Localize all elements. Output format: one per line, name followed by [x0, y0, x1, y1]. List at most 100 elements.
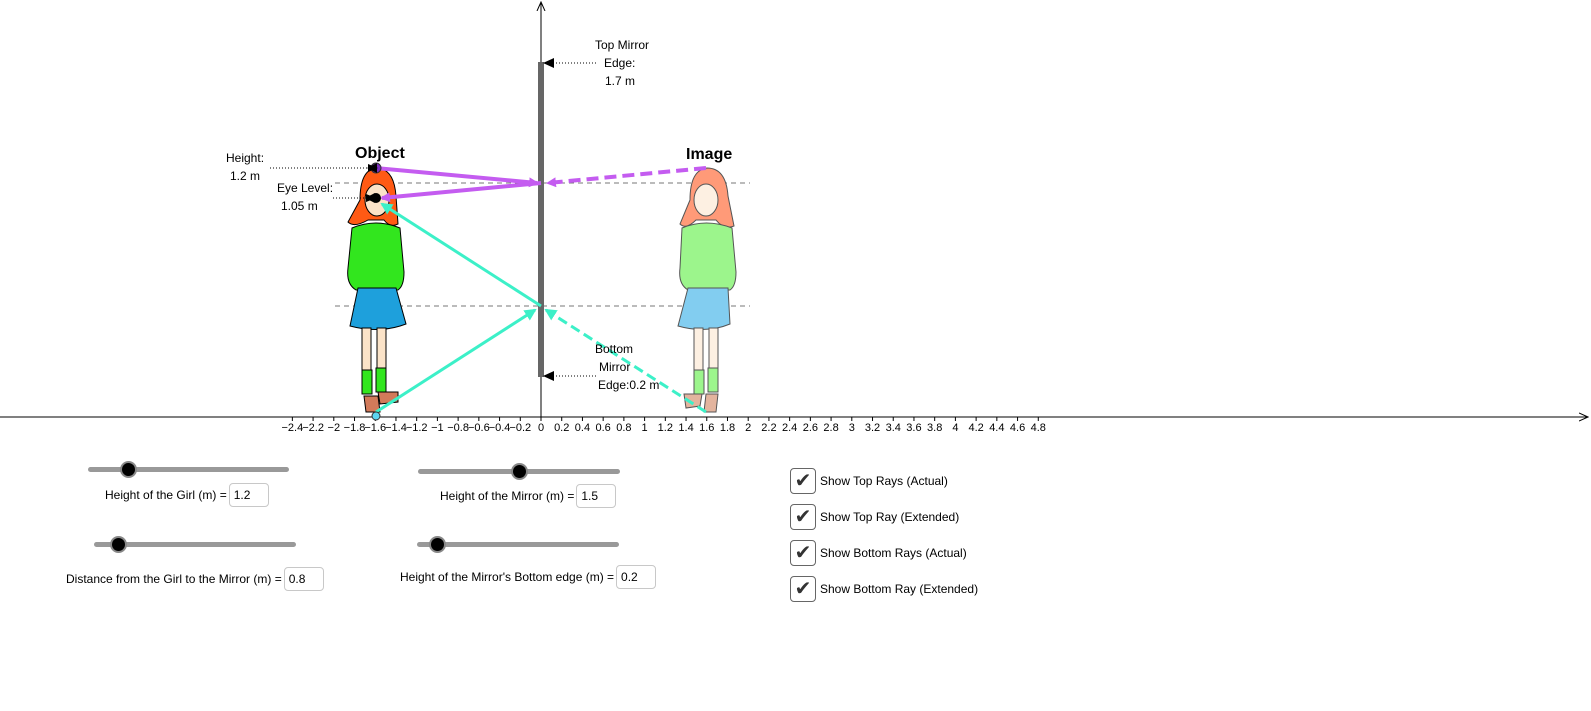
- bottom-mirror-arrowhead: [543, 371, 554, 381]
- axis-tick-label: −1.2: [406, 422, 428, 434]
- height-label-title: Height:: [226, 151, 264, 165]
- axis-tick-label: −0.2: [509, 422, 531, 434]
- checkbox-label: Show Bottom Ray (Extended): [820, 582, 979, 596]
- axis-tick-label: 0: [538, 422, 544, 434]
- girl-height-input[interactable]: [228, 483, 269, 507]
- girl-height-slider[interactable]: [88, 459, 289, 479]
- axis-tick-label: 1.8: [720, 422, 735, 434]
- top-mirror-label-line3: 1.7 m: [605, 74, 635, 88]
- bottom-ray-extended: [544, 308, 707, 414]
- girl-image-figure: [677, 167, 737, 413]
- bottom-ray-incident: [375, 308, 537, 414]
- checkmark-icon: ✔: [794, 506, 812, 528]
- axis-tick-label: −2: [328, 422, 341, 434]
- mirror-height-input[interactable]: [576, 484, 617, 508]
- checkmark-icon: ✔: [794, 470, 812, 492]
- axis-tick-label: −1.8: [344, 422, 366, 434]
- mirror-height-label: Height of the Mirror (m) =: [440, 489, 575, 503]
- slider-track[interactable]: [417, 542, 619, 547]
- axis-tick-label: 3.8: [927, 422, 942, 434]
- bottom-mirror-label-line1: Bottom: [595, 342, 633, 356]
- axis-tick-label: 2: [745, 422, 751, 434]
- checkbox[interactable]: ✔: [790, 540, 816, 566]
- top-ray-incident: [375, 166, 539, 188]
- mirror-height-control: Height of the Mirror (m) =: [440, 484, 617, 508]
- axis-tick-label: 1: [642, 422, 648, 434]
- slider-knob[interactable]: [429, 536, 447, 553]
- axis-tick-label: 4.2: [968, 422, 983, 434]
- mirror-bottom-input[interactable]: [616, 565, 657, 589]
- axis-tick-label: −2.4: [282, 422, 304, 434]
- axis-tick-label: −2.2: [302, 422, 324, 434]
- bottom-ray-reflected: [380, 202, 542, 308]
- checkbox-bottom-rays-actual[interactable]: ✔ Show Bottom Rays (Actual): [790, 540, 967, 566]
- object-label: Object: [355, 145, 405, 162]
- eye-level-label-title: Eye Level:: [277, 181, 333, 195]
- mirror-bottom-control: Height of the Mirror's Bottom edge (m) =: [400, 565, 657, 589]
- axis-tick-label: 0.2: [554, 422, 569, 434]
- axis-tick-label: 1.4: [678, 422, 693, 434]
- axis-tick-label: 4.6: [1010, 422, 1025, 434]
- distance-control: Distance from the Girl to the Mirror (m)…: [66, 567, 324, 591]
- axis-tick-label: 0.8: [616, 422, 631, 434]
- axis-tick-label: −1: [431, 422, 444, 434]
- mirror-height-slider[interactable]: [418, 461, 620, 481]
- axis-tick-label: 2.6: [803, 422, 818, 434]
- axis-tick-label: −1.4: [385, 422, 407, 434]
- slider-knob[interactable]: [120, 461, 138, 478]
- axis-tick-label: 2.8: [823, 422, 838, 434]
- checkbox-label: Show Top Ray (Extended): [820, 510, 960, 524]
- eye-arrowhead: [366, 194, 376, 202]
- image-label: Image: [686, 146, 732, 163]
- top-ray-extended: [546, 166, 707, 188]
- eye-level-label-value: 1.05 m: [281, 199, 318, 213]
- girl-object-figure: [347, 167, 407, 413]
- distance-label: Distance from the Girl to the Mirror (m)…: [66, 572, 282, 586]
- checkbox-top-rays-actual[interactable]: ✔ Show Top Rays (Actual): [790, 468, 948, 494]
- axis-tick-label: −0.8: [447, 422, 469, 434]
- top-ray-reflected: [380, 181, 542, 203]
- checkmark-icon: ✔: [794, 542, 812, 564]
- slider-knob[interactable]: [511, 463, 528, 480]
- axis-tick-label: 4: [952, 422, 958, 434]
- checkbox[interactable]: ✔: [790, 576, 816, 602]
- mirror-bottom-label: Height of the Mirror's Bottom edge (m) =: [400, 570, 615, 584]
- axis-tick-label: −0.4: [489, 422, 511, 434]
- slider-knob[interactable]: [110, 536, 128, 553]
- axis-tick-label: 1.6: [699, 422, 714, 434]
- checkbox-bottom-ray-extended[interactable]: ✔ Show Bottom Ray (Extended): [790, 576, 978, 602]
- distance-slider[interactable]: [94, 534, 296, 554]
- axis-tick-label: 3.6: [906, 422, 921, 434]
- axis-tick-label: 0.6: [596, 422, 611, 434]
- distance-input[interactable]: [283, 567, 324, 591]
- axis-tick-label: 0.4: [575, 422, 590, 434]
- x-axis: −2.4 −2.2 −2 −1.8 −1.6 −1.4 −1.2 −1 −0.8 −0.6 −0.4…: [0, 417, 1588, 434]
- slider-track[interactable]: [94, 542, 296, 547]
- mirror-bottom-slider[interactable]: [417, 534, 619, 554]
- height-label-value: 1.2 m: [230, 169, 260, 183]
- girl-height-label: Height of the Girl (m) =: [105, 488, 227, 502]
- axis-tick-label: 2.4: [782, 422, 797, 434]
- checkbox[interactable]: ✔: [790, 504, 816, 530]
- top-mirror-label-line2: Edge:: [604, 56, 635, 70]
- axis-tick-label: 3.4: [886, 422, 901, 434]
- slider-track[interactable]: [88, 467, 289, 472]
- bottom-mirror-label-line2: Mirror: [599, 360, 630, 374]
- axis-tick-label: −1.6: [364, 422, 386, 434]
- axis-tick-label: 4.8: [1031, 422, 1046, 434]
- girl-height-control: Height of the Girl (m) =: [105, 483, 269, 507]
- top-mirror-label-line1: Top Mirror: [595, 38, 649, 52]
- top-mirror-arrowhead: [543, 58, 554, 68]
- foot-point[interactable]: [371, 411, 381, 421]
- axis-tick-label: 4.4: [989, 422, 1004, 434]
- axis-tick-label: 3.2: [865, 422, 880, 434]
- bottom-mirror-label-line3: Edge:0.2 m: [598, 378, 659, 392]
- axis-tick-label: −0.6: [468, 422, 490, 434]
- checkbox-label: Show Bottom Rays (Actual): [820, 546, 967, 560]
- checkbox[interactable]: ✔: [790, 468, 816, 494]
- height-arrowhead: [368, 164, 378, 172]
- checkmark-icon: ✔: [794, 578, 812, 600]
- checkbox-top-ray-extended[interactable]: ✔ Show Top Ray (Extended): [790, 504, 959, 530]
- axis-tick-label: 3: [849, 422, 855, 434]
